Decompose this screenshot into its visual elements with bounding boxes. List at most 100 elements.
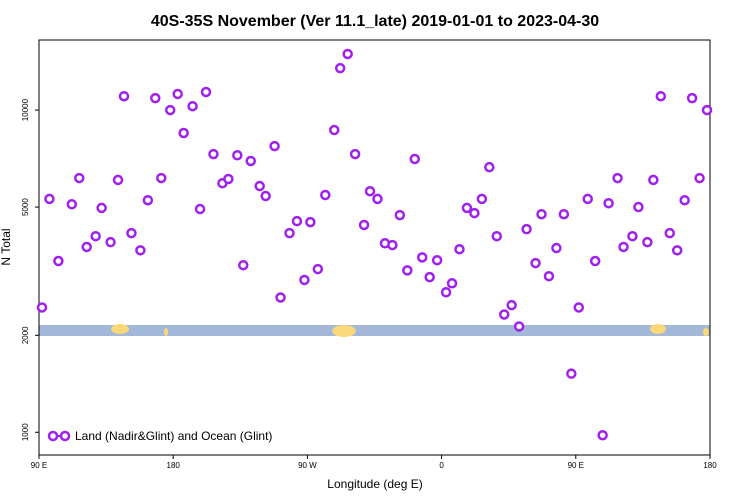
- point: [440, 286, 452, 298]
- point: [402, 265, 413, 276]
- y-tick-label: 1000: [21, 423, 30, 441]
- point: [312, 263, 324, 275]
- point: [424, 271, 435, 283]
- x-tick-label: 90 E: [568, 461, 584, 470]
- point: [679, 194, 690, 206]
- point: [194, 203, 206, 215]
- chart-title: 40S-35S November (Ver 11.1_late) 2019-01…: [151, 13, 599, 30]
- point: [135, 245, 146, 256]
- point: [245, 155, 256, 167]
- point: [461, 202, 473, 214]
- x-tick-label: 180: [167, 461, 181, 470]
- land: [164, 328, 168, 336]
- point: [328, 124, 340, 136]
- point: [305, 216, 316, 228]
- x-tick-label: 90 W: [298, 461, 317, 470]
- point: [172, 88, 183, 100]
- point: [364, 185, 376, 197]
- point: [150, 92, 161, 104]
- point: [96, 202, 107, 214]
- point: [521, 223, 532, 235]
- point: [612, 172, 623, 184]
- point: [66, 199, 78, 210]
- ocean-strip: [39, 325, 710, 336]
- land: [111, 324, 129, 334]
- y-tick-label: 2000: [21, 326, 30, 344]
- point: [81, 241, 92, 253]
- point: [112, 174, 124, 186]
- point: [260, 190, 271, 202]
- point: [409, 153, 421, 165]
- point: [648, 174, 659, 186]
- legend-marker: [47, 430, 59, 442]
- x-tick-label: 180: [703, 461, 717, 470]
- point: [446, 278, 458, 289]
- point: [603, 197, 614, 209]
- point: [291, 215, 303, 227]
- point: [74, 172, 85, 184]
- point: [694, 172, 705, 184]
- point: [633, 201, 644, 213]
- point: [223, 173, 234, 185]
- point: [334, 62, 346, 74]
- land: [650, 324, 666, 334]
- point: [582, 193, 593, 205]
- point: [551, 242, 562, 254]
- point: [536, 208, 547, 220]
- point: [105, 236, 116, 248]
- point: [655, 90, 667, 102]
- point: [254, 180, 265, 192]
- point: [573, 302, 585, 313]
- point: [275, 292, 286, 303]
- y-tick-label: 10000: [21, 98, 30, 121]
- point: [53, 255, 64, 267]
- land: [703, 328, 709, 336]
- point: [156, 172, 167, 184]
- point: [543, 270, 555, 282]
- point: [589, 255, 601, 267]
- point: [320, 189, 331, 201]
- y-tick-label: 5000: [21, 198, 30, 216]
- point: [238, 259, 249, 271]
- point: [618, 241, 629, 253]
- plot-frame: [38, 39, 711, 456]
- point: [701, 104, 713, 116]
- point: [200, 86, 212, 98]
- map-strip: [39, 324, 710, 337]
- point: [454, 243, 465, 255]
- legend-label: Land (Nadir&Glint) and Ocean (Glint): [75, 429, 272, 443]
- point: [498, 309, 510, 320]
- point: [469, 207, 480, 219]
- point: [686, 92, 698, 104]
- point: [269, 140, 280, 152]
- point: [671, 245, 683, 256]
- point: [664, 227, 675, 239]
- point: [558, 208, 570, 220]
- point: [142, 194, 154, 206]
- point: [506, 299, 517, 311]
- point: [394, 209, 406, 221]
- point: [36, 302, 48, 313]
- point: [90, 230, 101, 242]
- point: [284, 227, 295, 239]
- point: [208, 148, 219, 160]
- point: [476, 193, 488, 205]
- point: [164, 104, 176, 116]
- land: [332, 325, 356, 337]
- point: [597, 429, 608, 441]
- point: [416, 252, 428, 263]
- point: [358, 219, 370, 231]
- point: [513, 321, 525, 332]
- point: [642, 236, 653, 248]
- point: [118, 90, 130, 102]
- point: [126, 227, 137, 239]
- x-tick-label: 0: [439, 461, 444, 470]
- point: [342, 48, 353, 60]
- point: [44, 193, 55, 205]
- point: [372, 193, 383, 205]
- point: [187, 100, 198, 112]
- point: [491, 230, 503, 242]
- legend-marker: [59, 430, 71, 442]
